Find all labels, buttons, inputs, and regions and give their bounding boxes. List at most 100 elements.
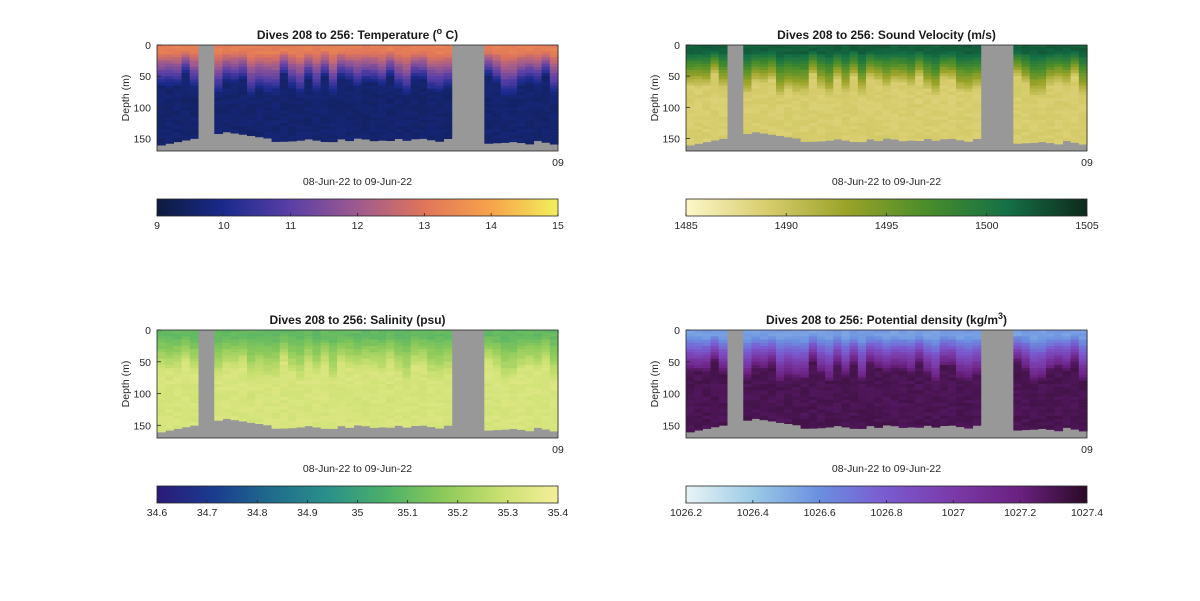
heatmap-cell: [500, 342, 510, 347]
heatmap-cell: [549, 406, 559, 411]
heatmap-cell: [263, 355, 273, 360]
heatmap-cell: [337, 387, 346, 391]
heatmap-cell: [157, 60, 166, 65]
heatmap-cell: [743, 380, 753, 385]
heatmap-cell: [1046, 101, 1055, 105]
heatmap-cell: [686, 126, 695, 130]
heatmap-cell: [882, 69, 892, 74]
heatmap-cell: [189, 403, 199, 407]
heatmap-cell: [898, 135, 908, 140]
heatmap-cell: [312, 104, 322, 108]
heatmap-cell: [165, 129, 174, 133]
heatmap-cell: [792, 107, 802, 112]
heatmap-cell: [296, 390, 305, 395]
heatmap-cell: [808, 48, 818, 52]
heatmap-cell: [173, 101, 183, 105]
heatmap-cell: [1029, 48, 1039, 52]
heatmap-cell: [222, 48, 232, 52]
heatmap-cell: [345, 412, 354, 417]
heatmap-cell: [320, 371, 330, 376]
heatmap-cell: [304, 45, 314, 49]
heatmap-cell: [1062, 76, 1072, 80]
heatmap-cell: [377, 361, 387, 366]
heatmap-cell: [492, 399, 502, 404]
heatmap-cell: [825, 409, 834, 414]
heatmap-cell: [345, 104, 354, 108]
heatmap-cell: [271, 135, 281, 140]
heatmap-cell: [1070, 51, 1080, 55]
heatmap-cell: [825, 387, 834, 391]
heatmap-cell: [222, 119, 232, 124]
heatmap-cell: [230, 342, 240, 347]
heatmap-cell: [825, 76, 834, 80]
heatmap-cell: [533, 339, 543, 344]
heatmap-cell: [890, 54, 900, 59]
heatmap-cell: [808, 135, 818, 140]
heatmap-cell: [718, 85, 728, 90]
heatmap-cell: [1037, 113, 1047, 118]
heatmap-cell: [792, 69, 802, 74]
heatmap-cell: [287, 406, 297, 411]
heatmap-cell: [939, 358, 949, 363]
heatmap-cell: [517, 48, 526, 52]
heatmap-cell: [410, 45, 420, 49]
heatmap-cell: [402, 358, 412, 363]
heatmap-cell: [923, 352, 933, 357]
heatmap-cell: [906, 384, 916, 388]
heatmap-cell: [874, 415, 883, 420]
heatmap-cell: [792, 101, 802, 105]
heatmap-cell: [906, 116, 916, 121]
heatmap-cell: [157, 396, 166, 401]
heatmap-cell: [1070, 113, 1080, 118]
heatmap-cell: [816, 393, 826, 398]
heatmap-cell: [337, 368, 346, 372]
heatmap-cell: [694, 101, 703, 105]
heatmap-cell: [157, 425, 166, 430]
heatmap-cell: [743, 60, 753, 65]
heatmap-cell: [230, 104, 240, 108]
heatmap-cell: [345, 364, 354, 369]
y-tick-label: 150: [133, 134, 151, 146]
heatmap-cell: [402, 116, 412, 121]
heatmap-cell: [792, 415, 802, 420]
heatmap-cell: [833, 333, 843, 337]
heatmap-cell: [173, 110, 183, 115]
heatmap-cell: [165, 377, 174, 382]
heatmap-cell: [435, 396, 445, 401]
heatmap-cell: [533, 107, 543, 112]
heatmap-cell: [1013, 135, 1023, 140]
heatmap-cell: [386, 412, 395, 417]
heatmap-cell: [767, 387, 777, 391]
heatmap-cell: [939, 135, 949, 140]
heatmap-cell: [271, 406, 281, 411]
heatmap-cell: [230, 364, 240, 369]
heatmap-cell: [743, 79, 753, 84]
heatmap-cell: [841, 51, 851, 55]
heatmap-cell: [304, 333, 314, 337]
heatmap-cell: [533, 393, 543, 398]
heatmap-cell: [320, 91, 330, 96]
heatmap-cell: [337, 126, 346, 130]
heatmap-cell: [410, 69, 420, 74]
heatmap-cell: [328, 51, 338, 55]
heatmap-cell: [304, 345, 314, 350]
heatmap-cell: [686, 60, 695, 65]
heatmap-cell: [833, 336, 843, 341]
heatmap-cell: [165, 85, 174, 90]
heatmap-cell: [833, 349, 843, 353]
heatmap-cell: [702, 126, 712, 130]
heatmap-cell: [833, 60, 843, 65]
heatmap-cell: [312, 425, 322, 428]
heatmap-cell: [759, 119, 769, 124]
heatmap-cell: [767, 85, 777, 90]
heatmap-cell: [833, 390, 843, 395]
heatmap-cell: [222, 333, 232, 337]
heatmap-cell: [533, 98, 543, 102]
heatmap-cell: [296, 129, 305, 133]
heatmap-cell: [1021, 45, 1031, 49]
heatmap-cell: [157, 330, 166, 334]
heatmap-cell: [369, 126, 379, 130]
heatmap-cell: [165, 132, 174, 137]
heatmap-cell: [776, 330, 785, 334]
heatmap-cell: [857, 66, 867, 71]
